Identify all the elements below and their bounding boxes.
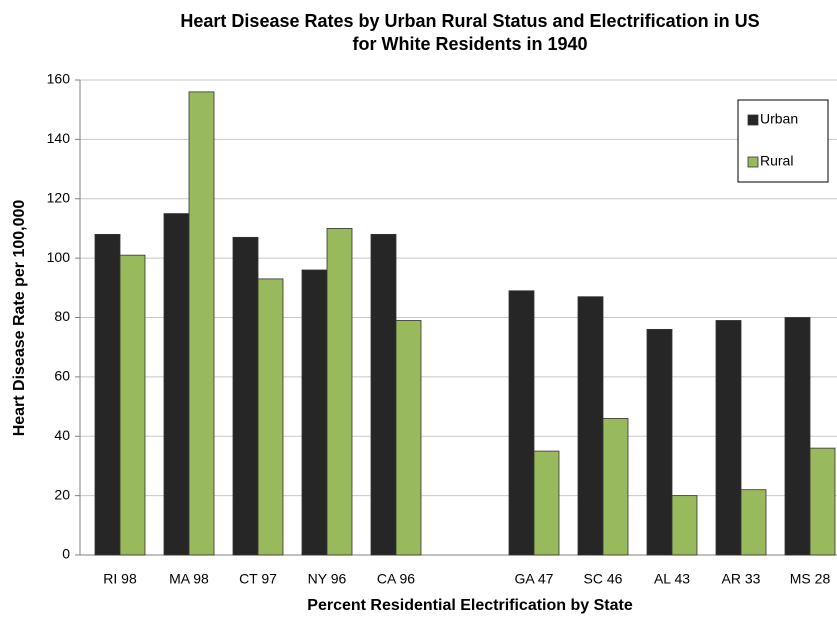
chart-title: for White Residents in 1940: [352, 34, 587, 54]
bar: [715, 320, 742, 556]
y-tick-label: 120: [47, 189, 71, 205]
x-tick-label: AR 33: [722, 571, 761, 587]
y-tick-label: 0: [62, 546, 70, 562]
y-tick-label: 60: [54, 368, 70, 384]
x-tick-label: GA 47: [515, 571, 554, 587]
y-tick-label: 100: [47, 249, 71, 265]
bar: [232, 236, 259, 556]
x-axis-title: Percent Residential Electrification by S…: [307, 597, 633, 614]
legend: [737, 99, 829, 183]
x-tick-label: AL 43: [654, 571, 690, 587]
bar: [508, 290, 535, 556]
y-tick-label: 140: [47, 130, 71, 146]
x-tick-label: SC 46: [584, 571, 623, 587]
bar: [671, 495, 698, 556]
bar: [577, 296, 604, 556]
legend-label: Urban: [760, 111, 798, 127]
bar: [119, 254, 146, 556]
bar: [646, 328, 673, 556]
bar: [257, 278, 284, 556]
y-tick-label: 160: [47, 71, 71, 87]
bar: [809, 447, 836, 556]
x-tick-label: CT 97: [239, 571, 277, 587]
x-tick-label: RI 98: [103, 571, 137, 587]
y-tick-label: 80: [54, 308, 70, 324]
bar: [740, 489, 767, 556]
legend-swatch: [747, 156, 759, 168]
bar: [784, 317, 811, 556]
y-tick-label: 20: [54, 486, 70, 502]
bar: [301, 269, 328, 556]
bar: [533, 450, 560, 556]
x-tick-label: CA 96: [377, 571, 415, 587]
bar: [370, 233, 397, 556]
bar: [395, 320, 422, 556]
bar: [94, 233, 121, 556]
legend-label: Rural: [760, 153, 793, 169]
x-tick-label: MS 28: [790, 571, 831, 587]
legend-swatch: [747, 114, 759, 126]
bar: [163, 213, 190, 556]
x-tick-label: NY 96: [308, 571, 347, 587]
bar: [188, 91, 215, 556]
x-tick-label: MA 98: [169, 571, 209, 587]
bar: [326, 228, 353, 556]
y-axis-title: Heart Disease Rate per 100,000: [11, 200, 28, 437]
bar: [602, 418, 629, 556]
y-tick-label: 40: [54, 427, 70, 443]
chart-title: Heart Disease Rates by Urban Rural Statu…: [180, 11, 759, 31]
